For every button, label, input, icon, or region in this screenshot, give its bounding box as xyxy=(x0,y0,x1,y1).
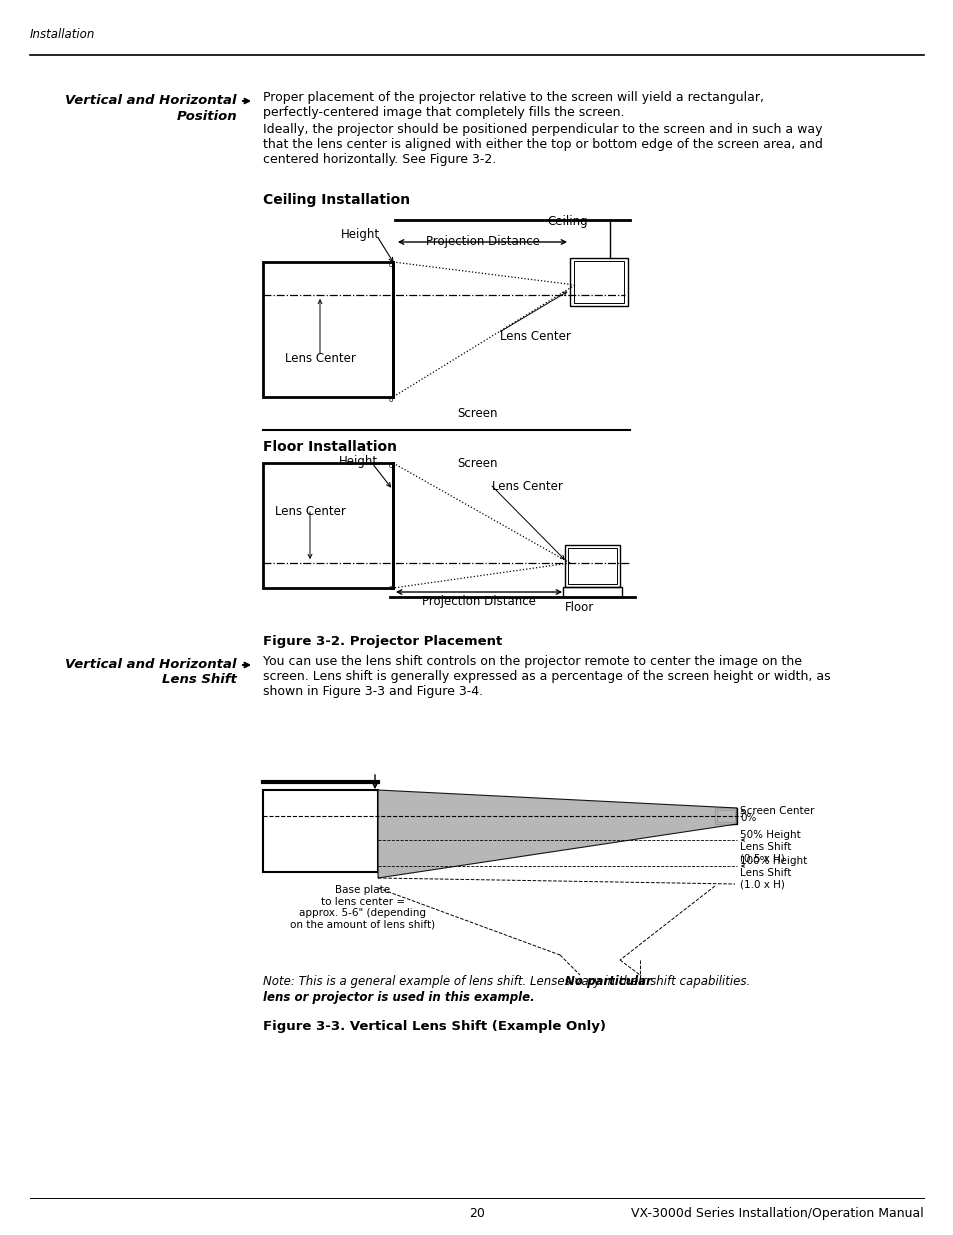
Text: Lens Shift: Lens Shift xyxy=(162,673,236,685)
Text: You can use the lens shift controls on the projector remote to center the image : You can use the lens shift controls on t… xyxy=(263,655,830,698)
Text: Screen: Screen xyxy=(457,457,497,471)
Bar xyxy=(263,463,393,588)
Text: Projection Distance: Projection Distance xyxy=(421,595,536,608)
Text: o: o xyxy=(389,396,393,403)
Text: Base plate
to lens center =
approx. 5-6" (depending
on the amount of lens shift): Base plate to lens center = approx. 5-6"… xyxy=(290,885,436,930)
Bar xyxy=(569,258,627,306)
Text: VX-3000d Series Installation/Operation Manual: VX-3000d Series Installation/Operation M… xyxy=(631,1207,923,1220)
Text: lens or projector is used in this example.: lens or projector is used in this exampl… xyxy=(263,990,534,1004)
Text: o: o xyxy=(389,463,393,469)
Text: Screen: Screen xyxy=(457,408,497,420)
Text: Lens Center: Lens Center xyxy=(492,480,562,493)
Text: No particular: No particular xyxy=(564,974,651,988)
Text: Ceiling Installation: Ceiling Installation xyxy=(263,193,410,207)
Bar xyxy=(574,261,623,303)
Bar xyxy=(717,810,734,823)
Text: Floor: Floor xyxy=(565,601,594,614)
Text: 20: 20 xyxy=(469,1207,484,1220)
Text: 0%: 0% xyxy=(740,813,756,823)
Text: Proper placement of the projector relative to the screen will yield a rectangula: Proper placement of the projector relati… xyxy=(263,91,763,119)
Text: Height: Height xyxy=(338,454,377,468)
Text: Installation: Installation xyxy=(30,28,95,41)
Text: Figure 3-3. Vertical Lens Shift (Example Only): Figure 3-3. Vertical Lens Shift (Example… xyxy=(263,1020,605,1032)
Text: o: o xyxy=(389,585,393,592)
Bar xyxy=(562,587,621,597)
Text: 50% Height
Lens Shift
(0.5 x H): 50% Height Lens Shift (0.5 x H) xyxy=(740,830,800,863)
Bar xyxy=(263,262,393,396)
Text: Height: Height xyxy=(340,228,379,241)
Text: Ceiling: Ceiling xyxy=(547,215,587,228)
Text: Screen Center: Screen Center xyxy=(740,806,814,816)
Bar xyxy=(567,548,617,584)
Text: Lens Center: Lens Center xyxy=(499,330,570,343)
Text: o: o xyxy=(389,262,393,268)
Text: Ideally, the projector should be positioned perpendicular to the screen and in s: Ideally, the projector should be positio… xyxy=(263,124,822,165)
Polygon shape xyxy=(377,790,737,878)
Bar xyxy=(263,790,377,872)
Text: Projection Distance: Projection Distance xyxy=(426,235,539,248)
Bar xyxy=(564,545,619,587)
Text: Note: This is a general example of lens shift. Lenses vary in their shift capabi: Note: This is a general example of lens … xyxy=(263,974,757,988)
Text: Figure 3-2. Projector Placement: Figure 3-2. Projector Placement xyxy=(263,635,501,648)
Text: 100% Height
Lens Shift
(1.0 x H): 100% Height Lens Shift (1.0 x H) xyxy=(740,856,806,889)
Text: Vertical and Horizontal: Vertical and Horizontal xyxy=(66,658,236,671)
Text: Position: Position xyxy=(176,110,236,124)
Text: Lens Center: Lens Center xyxy=(274,505,345,517)
Bar xyxy=(714,808,737,824)
Text: Lens Center: Lens Center xyxy=(284,352,355,366)
Text: Vertical and Horizontal: Vertical and Horizontal xyxy=(66,94,236,107)
Text: Floor Installation: Floor Installation xyxy=(263,440,396,454)
